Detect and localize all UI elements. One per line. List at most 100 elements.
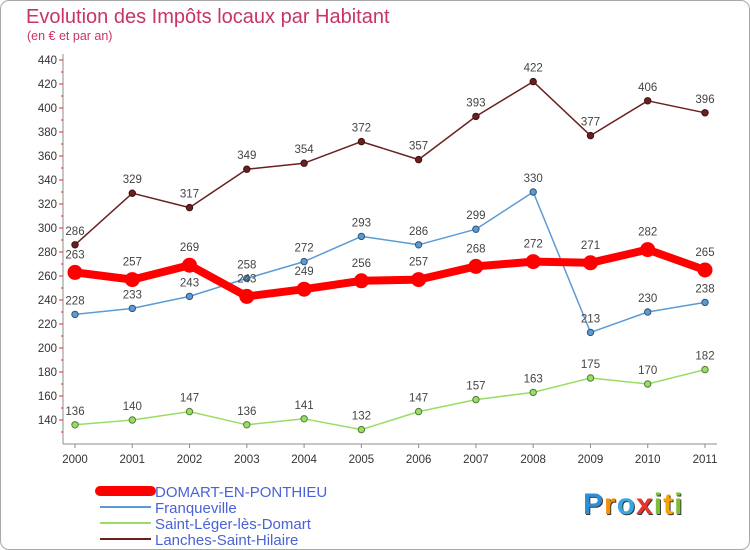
- y-tick-label: 260: [38, 271, 57, 283]
- data-label: 393: [466, 97, 485, 109]
- y-tick-label: 280: [38, 247, 57, 259]
- data-label: 233: [123, 289, 142, 301]
- data-point: [701, 298, 709, 307]
- series-franqueville: [71, 188, 709, 337]
- data-label: 354: [295, 144, 315, 156]
- data-point: [411, 272, 427, 288]
- data-label: 136: [65, 406, 84, 418]
- data-label: 256: [352, 258, 371, 270]
- series-domart-en-ponthieu: [67, 242, 713, 304]
- data-point: [353, 273, 369, 289]
- data-label: 243: [237, 273, 256, 285]
- y-tick-label: 420: [38, 79, 57, 91]
- legend-item: Lanches-Saint-Hilaire: [100, 532, 298, 549]
- series-line: [74, 80, 706, 246]
- y-tick-label: 320: [38, 199, 57, 211]
- data-label: 377: [581, 117, 600, 129]
- data-label: 258: [237, 259, 256, 271]
- y-tick-label: 360: [38, 151, 57, 163]
- legend-item: Franqueville: [100, 500, 237, 517]
- data-labels: 263 257 269 243 249 256 257 268 272 271 282 265 228 2…: [65, 63, 714, 423]
- data-point: [529, 188, 537, 196]
- legend-label: Franqueville: [155, 500, 237, 517]
- data-point: [414, 407, 423, 416]
- x-tick-label: 2010: [635, 454, 661, 466]
- axes: 140 160 180 200 220 240 260 280 300 320 340 360 380 4…: [38, 54, 718, 466]
- data-point: [357, 425, 366, 434]
- data-point: [583, 255, 598, 271]
- data-point: [525, 254, 541, 270]
- y-tick-label: 380: [38, 127, 57, 139]
- data-point: [71, 241, 79, 249]
- data-label: 357: [409, 141, 428, 153]
- y-tick-label: 160: [38, 391, 57, 403]
- data-point: [128, 304, 137, 313]
- data-point: [644, 380, 652, 388]
- data-label: 317: [180, 189, 199, 201]
- data-point: [472, 225, 480, 233]
- legend-item: Saint-Léger-lès-Domart: [100, 516, 312, 533]
- x-tick-label: 2005: [349, 454, 375, 466]
- series-line: [74, 191, 706, 334]
- x-tick-label: 2004: [291, 454, 317, 466]
- data-point: [644, 97, 652, 105]
- data-point: [182, 257, 197, 273]
- data-label: 299: [466, 210, 485, 222]
- x-tick-label: 2000: [62, 454, 88, 466]
- data-point: [128, 189, 137, 197]
- x-tick-label: 2011: [693, 454, 718, 466]
- data-label: 175: [581, 359, 600, 371]
- data-point: [185, 203, 194, 212]
- logo-letter: o: [616, 488, 637, 521]
- data-point: [644, 308, 652, 316]
- logo-letter: r: [604, 488, 617, 521]
- data-label: 293: [352, 217, 371, 229]
- data-point: [586, 328, 595, 337]
- series-line: [74, 368, 706, 431]
- data-point: [586, 374, 595, 382]
- data-label: 147: [409, 393, 428, 405]
- data-label: 272: [295, 243, 314, 255]
- legend-label: DOMART-EN-PONTHIEU: [155, 484, 327, 501]
- data-point: [529, 388, 537, 397]
- data-point: [468, 258, 484, 274]
- data-label: 228: [65, 295, 84, 307]
- data-point: [296, 281, 312, 297]
- data-point: [185, 407, 194, 416]
- legend-item: DOMART-EN-PONTHIEU: [95, 484, 327, 501]
- data-label: 422: [524, 63, 543, 75]
- x-tick-label: 2008: [520, 454, 546, 466]
- y-tick-label: 220: [38, 319, 57, 331]
- data-label: 238: [695, 283, 714, 295]
- data-label: 286: [65, 226, 84, 238]
- data-point: [243, 274, 251, 283]
- legend: DOMART-EN-PONTHIEUFranquevilleSaint-Lége…: [95, 484, 327, 549]
- data-point: [414, 241, 423, 249]
- data-point: [300, 257, 308, 266]
- data-label: 136: [237, 406, 256, 418]
- y-tick-label: 440: [38, 55, 57, 67]
- data-label: 230: [638, 293, 657, 305]
- y-tick-label: 340: [38, 175, 57, 187]
- data-label: 157: [466, 381, 485, 393]
- chart-subtitle: (en € et par an): [27, 29, 112, 43]
- data-point: [67, 264, 83, 280]
- x-tick-label: 2007: [463, 454, 489, 466]
- data-label: 249: [295, 266, 314, 278]
- data-point: [300, 415, 308, 423]
- data-label: 163: [524, 373, 543, 385]
- data-point: [472, 395, 480, 404]
- data-point: [414, 155, 423, 164]
- series-layer: [67, 77, 713, 434]
- y-tick-label: 400: [38, 103, 57, 115]
- x-tick-label: 2002: [177, 454, 203, 466]
- series-line: [71, 245, 709, 301]
- data-label: 269: [180, 242, 199, 254]
- data-label: 372: [352, 123, 371, 135]
- data-point: [128, 416, 137, 424]
- data-label: 132: [352, 411, 371, 423]
- data-point: [586, 131, 595, 140]
- legend-label: Lanches-Saint-Hilaire: [155, 532, 298, 549]
- data-label: 147: [180, 393, 199, 405]
- data-point: [640, 242, 656, 258]
